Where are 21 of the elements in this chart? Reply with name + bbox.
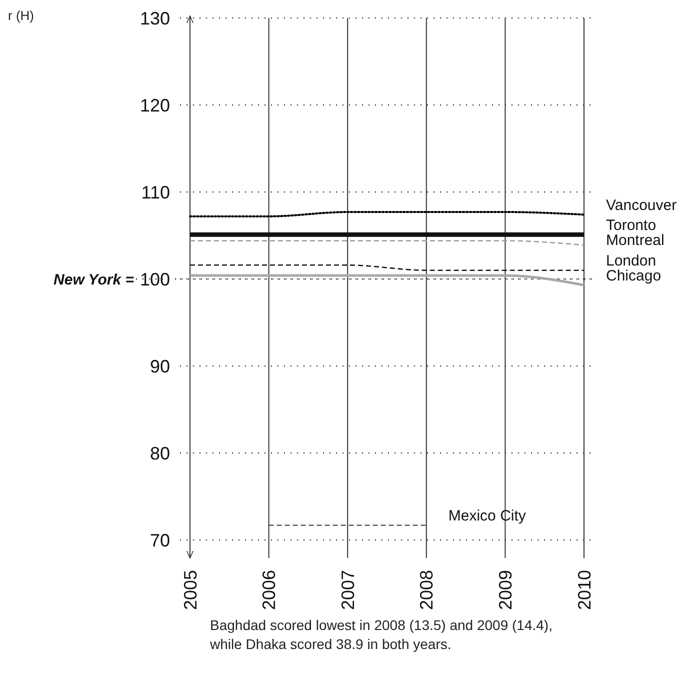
ref-line-label: New York =: [54, 271, 134, 288]
y-tick-label: 70: [150, 530, 170, 550]
y-tick-label: 130: [140, 8, 170, 28]
series-label: Vancouver: [606, 196, 677, 214]
x-tick-label: 2008: [416, 570, 437, 610]
x-tick-label: 2005: [180, 570, 200, 610]
text: Baghdad scored lowest in 2008 (13.5) and 2009 (14.4), while Dhaka scored 38.9 in both years.: [209, 617, 552, 652]
y-tick-label: 80: [150, 443, 170, 464]
series-label: Chicago: [606, 268, 662, 285]
text: r (H): [8, 8, 34, 23]
y-tick-label: 120: [140, 95, 170, 116]
series-label: Toronto: [606, 216, 656, 234]
x-tick-label: 2006: [259, 570, 280, 610]
y-tick-label: 100: [140, 269, 170, 290]
x-tick-label: 2010: [574, 570, 594, 610]
series-label: London: [606, 252, 656, 270]
x-tick-label: 2009: [496, 570, 516, 610]
series-label: Montreal: [606, 232, 664, 249]
x-tick-label: 2007: [338, 570, 358, 610]
y-tick-label: 110: [141, 182, 170, 202]
y-tick-label: 90: [150, 356, 170, 376]
